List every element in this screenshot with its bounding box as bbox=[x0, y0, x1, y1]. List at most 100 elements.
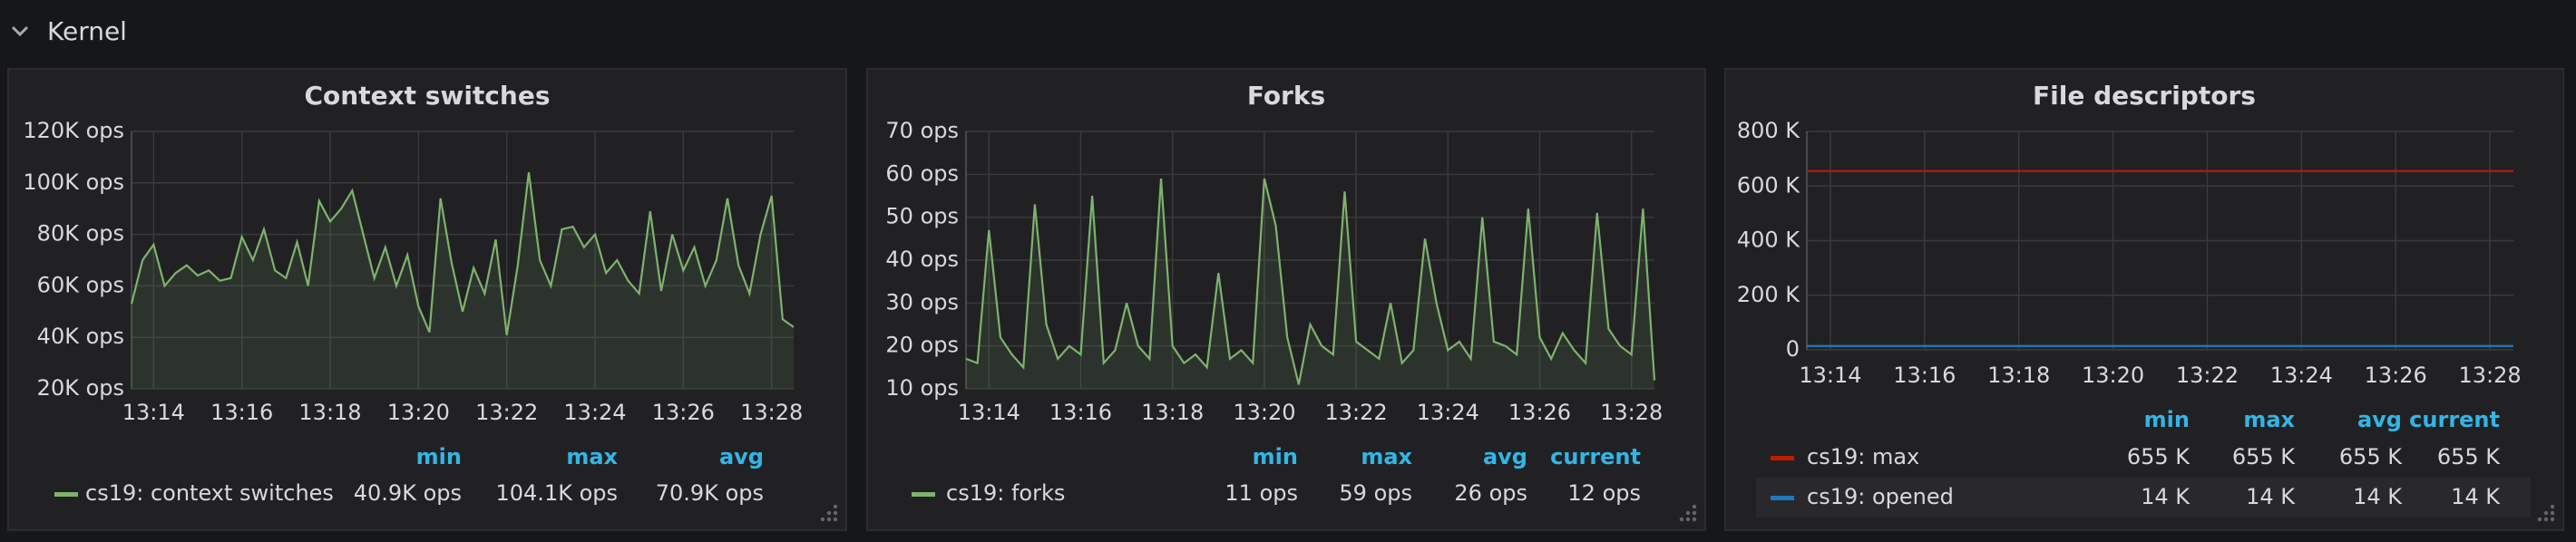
y-tick-label: 80K ops bbox=[37, 221, 124, 247]
y-tick-label: 60K ops bbox=[37, 272, 124, 297]
x-tick-label: 13:20 bbox=[1233, 400, 1295, 425]
panel bbox=[1724, 68, 2564, 531]
legend-name: cs19: opened bbox=[1807, 484, 1954, 509]
line bbox=[965, 178, 1656, 385]
legend-value: 655 K bbox=[2232, 444, 2296, 469]
legend-value: 655 K bbox=[2437, 444, 2501, 469]
legend-value: 655 K bbox=[2339, 444, 2403, 469]
resize-handle-dot bbox=[1692, 504, 1697, 509]
x-tick-label: 13:26 bbox=[1508, 400, 1571, 425]
x-tick-label: 13:20 bbox=[387, 400, 450, 425]
y-tick-label: 20K ops bbox=[37, 375, 124, 401]
y-tick-label: 40K ops bbox=[37, 324, 124, 349]
y-tick-label: 40 ops bbox=[885, 247, 959, 272]
y-tick-label: 200 K bbox=[1737, 282, 1800, 307]
resize-handle-dot bbox=[2550, 504, 2555, 509]
legend-value: 14 K bbox=[2141, 484, 2191, 509]
legend-value: 59 ops bbox=[1339, 480, 1412, 506]
resize-handle-dot bbox=[1692, 510, 1697, 516]
legend-column-header: avg bbox=[2357, 407, 2402, 432]
resize-handle-dot bbox=[1692, 517, 1697, 522]
legend-value: 14 K bbox=[2246, 484, 2296, 509]
x-tick-label: 13:22 bbox=[2176, 363, 2239, 388]
panel-title: File descriptors bbox=[2033, 81, 2256, 111]
row-title[interactable]: Kernel bbox=[47, 16, 127, 46]
legend-swatch bbox=[54, 492, 78, 497]
legend-value: 12 ops bbox=[1567, 480, 1641, 506]
legend-column-header: avg bbox=[719, 444, 764, 469]
legend-value: 104.1K ops bbox=[496, 480, 619, 506]
resize-handle-dot bbox=[1679, 517, 1684, 522]
legend-value: 11 ops bbox=[1225, 480, 1298, 506]
legend-column-header: max bbox=[2243, 407, 2295, 432]
legend-column-header: min bbox=[2144, 407, 2190, 432]
resize-handle-dot bbox=[2550, 517, 2555, 522]
resize-handle-dot bbox=[833, 517, 838, 522]
resize-handle-dot bbox=[2537, 517, 2542, 522]
legend-name: cs19: max bbox=[1807, 444, 1919, 469]
legend-swatch bbox=[912, 492, 935, 497]
panel-title: Context switches bbox=[305, 81, 551, 111]
area bbox=[132, 172, 794, 389]
resize-handle-dot bbox=[2550, 510, 2555, 516]
legend-column-header: avg bbox=[1483, 444, 1527, 469]
y-tick-label: 120K ops bbox=[23, 118, 124, 143]
legend-value: 40.9K ops bbox=[354, 480, 462, 506]
legend-column-header: min bbox=[1253, 444, 1298, 469]
x-tick-label: 13:22 bbox=[475, 400, 538, 425]
x-tick-label: 13:26 bbox=[2365, 363, 2427, 388]
legend-column-header: current bbox=[2409, 407, 2500, 432]
legend-name: cs19: forks bbox=[946, 480, 1065, 506]
x-tick-label: 13:18 bbox=[1141, 400, 1204, 425]
x-tick-label: 13:28 bbox=[2458, 363, 2521, 388]
y-tick-label: 10 ops bbox=[885, 375, 959, 401]
legend-value: 14 K bbox=[2353, 484, 2403, 509]
legend-value: 14 K bbox=[2451, 484, 2501, 509]
area bbox=[966, 179, 1654, 389]
legend-row-bg bbox=[1756, 478, 2531, 518]
x-tick-label: 13:26 bbox=[652, 400, 715, 425]
legend-column-header: min bbox=[416, 444, 462, 469]
legend-column-header: current bbox=[1550, 444, 1641, 469]
legend-swatch bbox=[1771, 496, 1794, 500]
resize-handle-dot bbox=[826, 517, 832, 522]
x-tick-label: 13:24 bbox=[563, 400, 626, 425]
x-tick-label: 13:14 bbox=[122, 400, 185, 425]
y-tick-label: 0 bbox=[1786, 336, 1800, 362]
x-tick-label: 13:24 bbox=[1417, 400, 1479, 425]
y-tick-label: 60 ops bbox=[885, 160, 959, 186]
x-tick-label: 13:16 bbox=[210, 400, 273, 425]
y-tick-label: 100K ops bbox=[23, 169, 124, 195]
y-tick-label: 600 K bbox=[1737, 172, 1800, 198]
resize-handle-dot bbox=[820, 517, 825, 522]
resize-handle-dot bbox=[833, 510, 838, 516]
resize-handle-dot bbox=[833, 504, 838, 509]
y-tick-label: 400 K bbox=[1737, 227, 1800, 253]
resize-handle-dot bbox=[1685, 517, 1691, 522]
x-tick-label: 13:20 bbox=[2082, 363, 2144, 388]
resize-handle-dot bbox=[1685, 510, 1691, 516]
row-chevron[interactable] bbox=[11, 25, 29, 37]
legend-column-header: max bbox=[1361, 444, 1412, 469]
resize-handle-dot bbox=[2543, 510, 2549, 516]
x-tick-label: 13:14 bbox=[958, 400, 1020, 425]
y-tick-label: 800 K bbox=[1737, 118, 1800, 143]
y-tick-label: 50 ops bbox=[885, 204, 959, 229]
legend-value: 26 ops bbox=[1454, 480, 1527, 506]
x-tick-label: 13:14 bbox=[1799, 363, 1861, 388]
x-tick-label: 13:28 bbox=[1600, 400, 1663, 425]
y-tick-label: 70 ops bbox=[885, 118, 959, 143]
x-tick-label: 13:28 bbox=[740, 400, 803, 425]
x-tick-label: 13:22 bbox=[1325, 400, 1388, 425]
resize-handle-dot bbox=[2543, 517, 2549, 522]
x-tick-label: 13:16 bbox=[1893, 363, 1956, 388]
y-tick-label: 30 ops bbox=[885, 289, 959, 315]
legend-name: cs19: context switches bbox=[85, 480, 334, 506]
line bbox=[130, 172, 795, 335]
legend-column-header: max bbox=[566, 444, 618, 469]
legend-value: 70.9K ops bbox=[656, 480, 764, 506]
panel bbox=[866, 68, 1706, 531]
x-tick-label: 13:16 bbox=[1049, 400, 1112, 425]
panel bbox=[7, 68, 847, 531]
